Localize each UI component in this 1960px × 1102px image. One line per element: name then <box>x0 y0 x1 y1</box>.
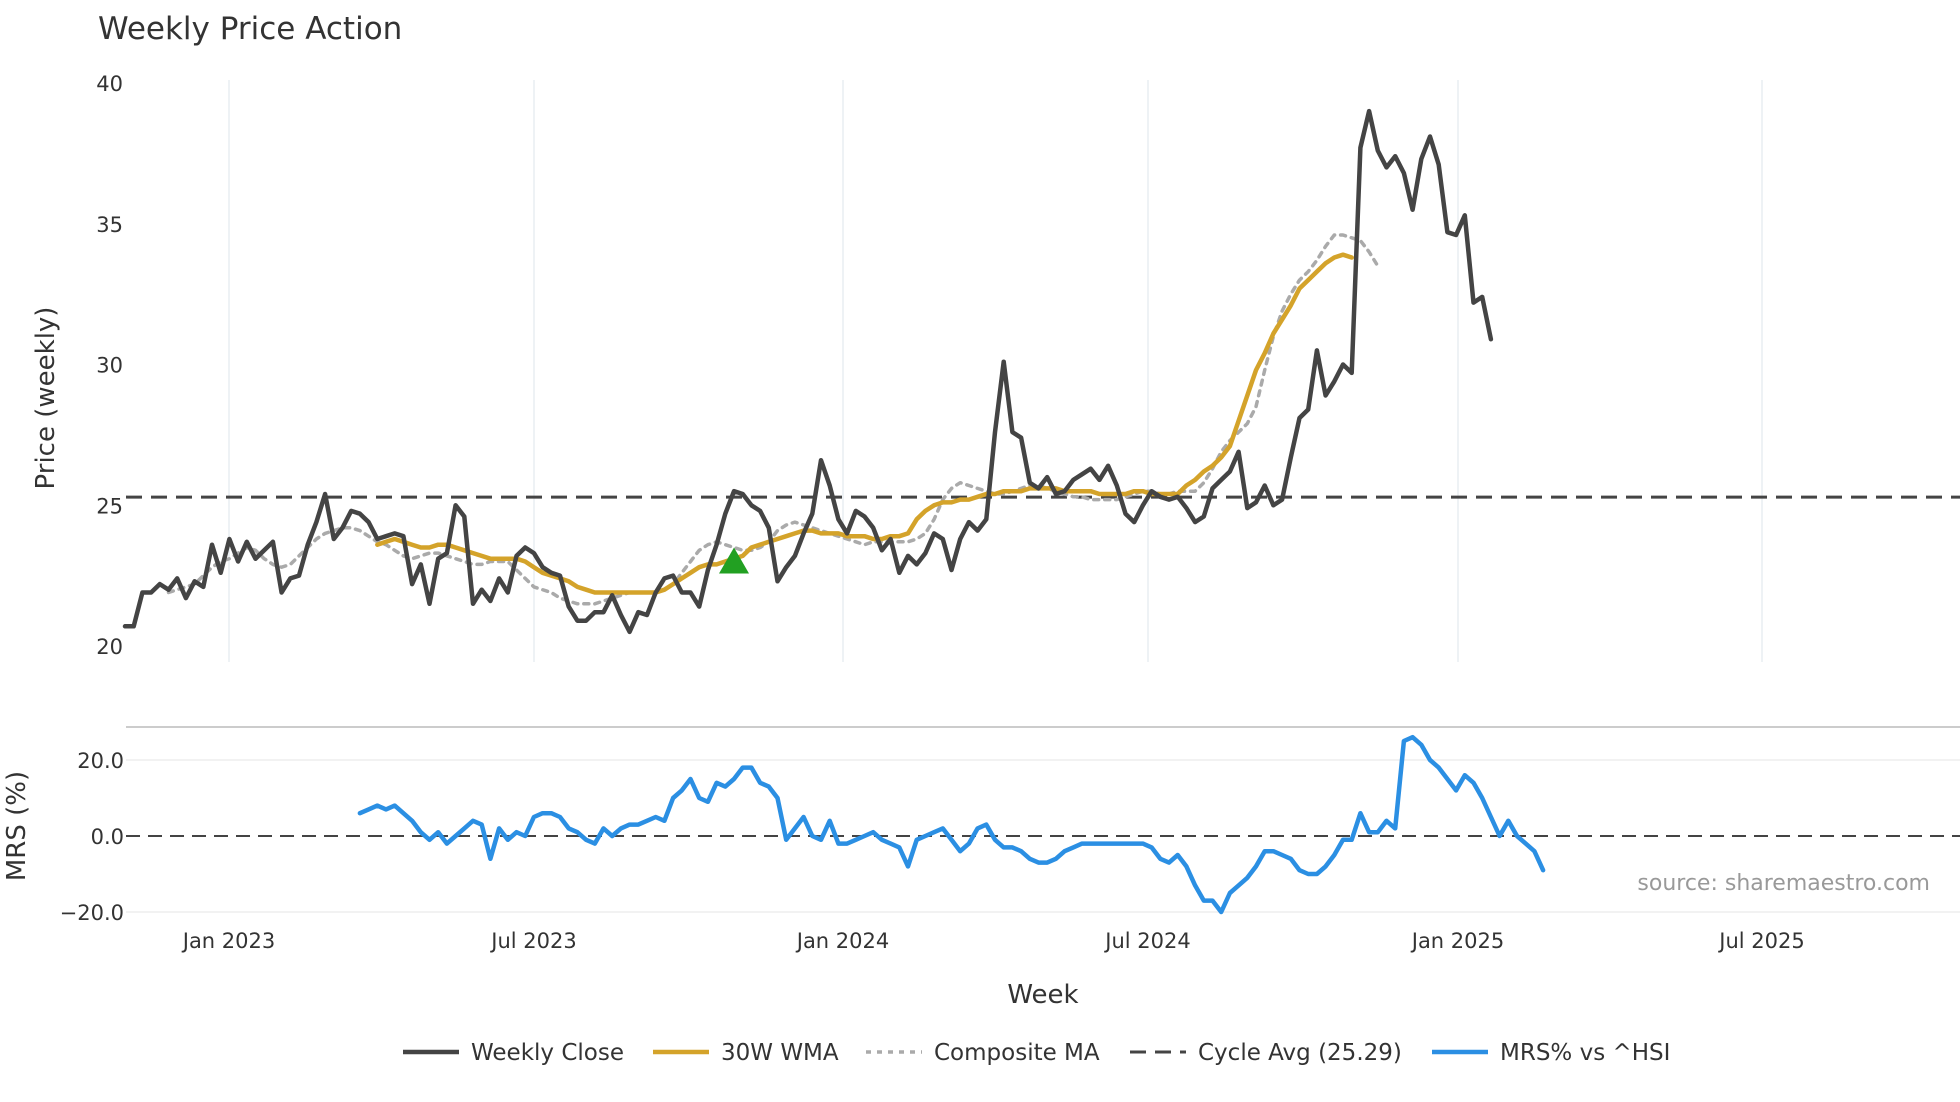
x-tick-label: Jul 2024 <box>1103 929 1190 953</box>
mrs-y-tick-label: 0.0 <box>91 825 124 849</box>
mrs-y-ticks: 20.0 0.0 −20.0 <box>60 749 124 925</box>
price-y-axis-title: Price (weekly) <box>31 307 61 490</box>
mrs-gridlines <box>126 759 1960 913</box>
x-tick-label: Jul 2023 <box>489 929 576 953</box>
x-tick-label: Jul 2025 <box>1717 929 1804 953</box>
series-weekly-close <box>122 108 1494 635</box>
x-axis-ticks: Jan 2023 Jul 2023 Jan 2024 Jul 2024 Jan 2025… <box>181 929 1805 953</box>
x-tick-label: Jan 2024 <box>795 929 890 953</box>
mrs-y-tick-label: 20.0 <box>77 749 124 773</box>
mrs-y-axis-title: MRS (%) <box>2 771 32 881</box>
legend-label: MRS% vs ^HSI <box>1500 1040 1670 1066</box>
chart-title: Weekly Price Action <box>98 11 402 47</box>
price-y-tick-label: 35 <box>96 213 123 237</box>
series-composite-ma <box>166 233 1380 606</box>
series-mrs-vs-hsi <box>357 734 1546 915</box>
price-series <box>122 108 1960 635</box>
price-y-ticks: 20 25 30 35 40 <box>96 72 123 659</box>
price-gridlines <box>228 80 1763 662</box>
price-y-tick-label: 40 <box>96 72 123 96</box>
price-y-tick-label: 20 <box>96 635 123 659</box>
legend: Weekly Close 30W WMA Composite MA Cycle Avg… <box>403 1040 1670 1066</box>
legend-label: Weekly Close <box>471 1040 624 1066</box>
buy-signal-marker <box>719 547 749 574</box>
price-panel: 20 25 30 35 40 Price (weekly) <box>31 72 1960 662</box>
x-tick-label: Jan 2025 <box>1410 929 1505 953</box>
mrs-series <box>357 734 1546 915</box>
mrs-y-tick-label: −20.0 <box>60 901 124 925</box>
price-y-tick-label: 25 <box>96 494 123 518</box>
price-y-tick-label: 30 <box>96 354 123 378</box>
series-30w-wma <box>375 252 1354 595</box>
legend-label: 30W WMA <box>721 1040 839 1066</box>
legend-label: Cycle Avg (25.29) <box>1198 1040 1402 1066</box>
source-annotation: source: sharemaestro.com <box>1637 871 1930 896</box>
mrs-panel: 20.0 0.0 −20.0 MRS (%) source: sharemaestr… <box>2 734 1960 925</box>
x-tick-label: Jan 2023 <box>181 929 276 953</box>
legend-label: Composite MA <box>934 1040 1100 1066</box>
x-axis-title: Week <box>1007 980 1078 1010</box>
